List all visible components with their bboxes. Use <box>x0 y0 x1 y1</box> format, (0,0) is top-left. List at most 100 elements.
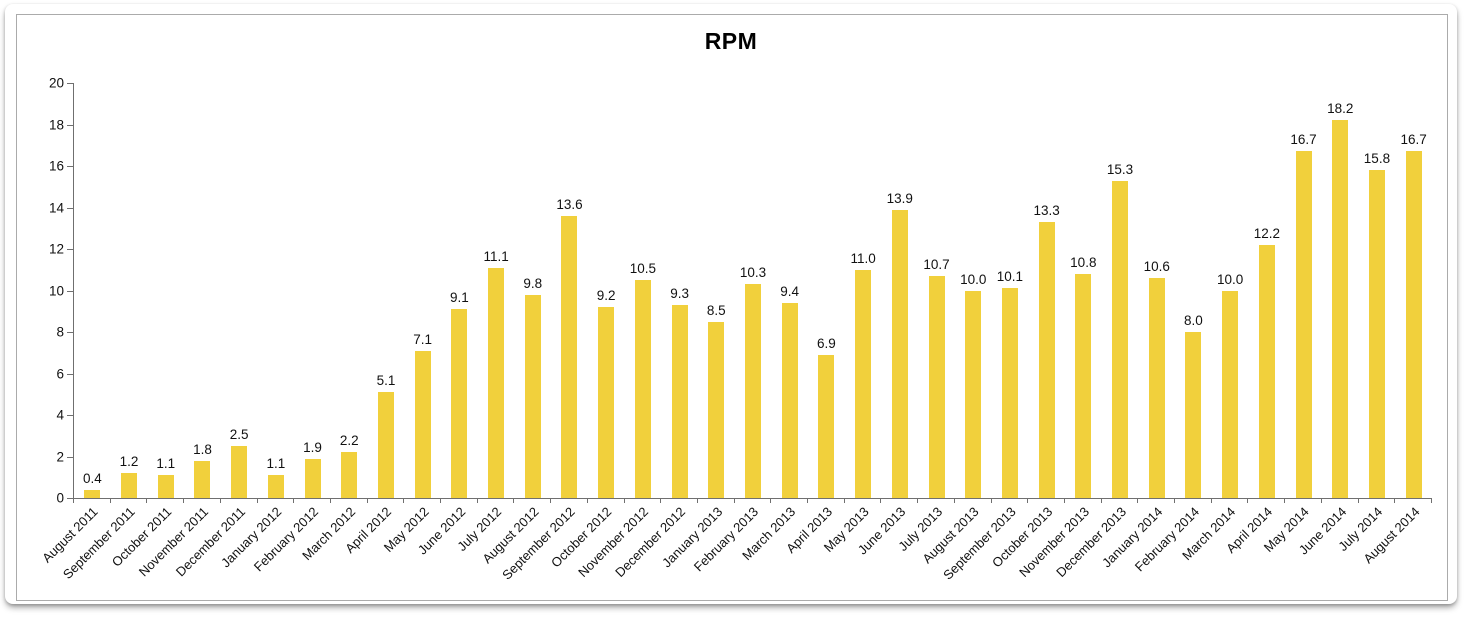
bar <box>451 309 468 498</box>
bar <box>524 294 541 498</box>
bar-value-label: 9.1 <box>449 290 469 306</box>
bar <box>1001 288 1018 498</box>
x-tick-mark <box>366 498 368 503</box>
x-tick-mark <box>953 498 955 503</box>
x-tick-mark <box>1100 498 1102 503</box>
x-tick-mark <box>807 498 809 503</box>
y-tick-mark <box>67 332 74 333</box>
bar <box>965 290 982 498</box>
bar <box>708 321 725 498</box>
bar-value-label: 10.8 <box>1070 254 1097 270</box>
y-axis-label: 12 <box>48 241 64 257</box>
bar-value-label: 10.3 <box>739 265 767 281</box>
bar <box>377 392 394 498</box>
x-tick-mark <box>146 498 148 503</box>
bar-value-label: 1.9 <box>303 439 322 455</box>
y-axis-label: 18 <box>48 117 64 132</box>
x-tick-mark <box>1394 498 1396 503</box>
y-tick-mark <box>67 166 74 167</box>
y-axis-label: 10 <box>48 283 64 298</box>
x-tick-mark <box>403 498 405 503</box>
bar-value-label: 10.6 <box>1143 259 1170 275</box>
bar <box>1258 244 1275 498</box>
x-tick-mark <box>1063 498 1065 503</box>
bar-value-label: 2.2 <box>339 433 359 449</box>
x-tick-mark <box>1210 498 1212 503</box>
bar <box>488 267 505 498</box>
y-axis-label: 6 <box>56 366 64 381</box>
bar-value-label: 15.8 <box>1363 151 1391 167</box>
bar <box>157 475 174 498</box>
x-tick-mark <box>73 498 74 503</box>
bar <box>341 452 358 498</box>
chart-title: RPM <box>704 28 758 54</box>
bar-value-label: 10.0 <box>960 271 987 287</box>
bar-value-label: 9.8 <box>523 275 543 291</box>
bar-value-label: 7.1 <box>413 331 433 347</box>
x-tick-mark <box>256 498 258 503</box>
y-axis-label: 4 <box>56 407 64 423</box>
x-tick-mark <box>990 498 992 503</box>
bar <box>1185 332 1202 498</box>
x-tick-mark <box>1137 498 1139 503</box>
bar <box>1295 151 1312 498</box>
y-tick-mark <box>67 249 74 250</box>
y-axis-label: 20 <box>48 75 64 91</box>
x-tick-mark <box>293 498 295 503</box>
bar <box>818 354 835 498</box>
bar <box>414 350 431 498</box>
x-tick-mark <box>586 498 588 503</box>
y-tick-mark <box>67 83 74 84</box>
x-tick-mark <box>917 498 919 503</box>
x-tick-mark <box>513 498 515 503</box>
bar-value-label: 16.7 <box>1290 132 1317 148</box>
x-tick-mark <box>1284 498 1286 503</box>
y-axis-label: 0 <box>56 490 64 506</box>
y-tick-mark <box>67 290 74 292</box>
y-tick-mark <box>67 373 74 375</box>
x-tick-mark <box>880 498 882 503</box>
bar <box>745 284 761 498</box>
bar <box>1222 290 1239 498</box>
bar-value-label: 0.4 <box>82 470 102 486</box>
x-tick-mark <box>696 498 698 503</box>
bar-value-label: 11.0 <box>850 250 876 266</box>
bar <box>1332 120 1349 498</box>
bar <box>855 269 872 498</box>
bar <box>267 475 284 498</box>
bar-value-label: 18.2 <box>1327 101 1354 117</box>
plot-area: 0 2 4 6 8 10 12 14 16 18 20 0.4 August 2011 1.2 Septem… <box>39 76 1432 583</box>
y-tick-mark <box>67 498 74 499</box>
bar <box>231 446 248 498</box>
bar <box>304 458 321 498</box>
bar-value-label: 13.6 <box>556 196 583 212</box>
bar-value-label: 6.9 <box>817 335 836 351</box>
y-axis-label: 2 <box>56 449 64 464</box>
bar <box>1075 273 1092 498</box>
bar <box>561 215 578 498</box>
y-tick-mark <box>67 207 74 209</box>
bar <box>121 473 138 498</box>
x-tick-mark <box>1027 498 1029 503</box>
bar <box>671 305 688 498</box>
x-tick-mark <box>660 498 662 503</box>
x-tick-mark <box>476 498 478 503</box>
bar <box>1368 170 1385 498</box>
bar-value-label: 10.7 <box>923 256 950 272</box>
bar-value-label: 10.1 <box>996 269 1024 285</box>
bar-value-label: 1.8 <box>193 441 212 457</box>
bar <box>1112 180 1129 498</box>
chart-card: RPM 0 2 4 6 8 10 12 14 16 18 20 0.4 August 2011 1.2 Se… <box>5 4 1457 604</box>
y-tick-mark <box>67 124 74 126</box>
bar-value-label: 13.3 <box>1033 203 1060 219</box>
bar-value-label: 9.2 <box>596 288 616 304</box>
x-tick-mark <box>440 498 442 503</box>
y-tick-mark <box>67 415 74 416</box>
bar-value-label: 1.1 <box>156 456 176 472</box>
bar-value-label: 10.0 <box>1216 271 1244 287</box>
bar-value-label: 9.4 <box>780 283 800 299</box>
x-tick-mark <box>1357 498 1359 503</box>
bar-value-label: 1.1 <box>266 456 286 472</box>
x-tick-mark <box>843 498 845 503</box>
x-tick-mark <box>1174 498 1176 503</box>
